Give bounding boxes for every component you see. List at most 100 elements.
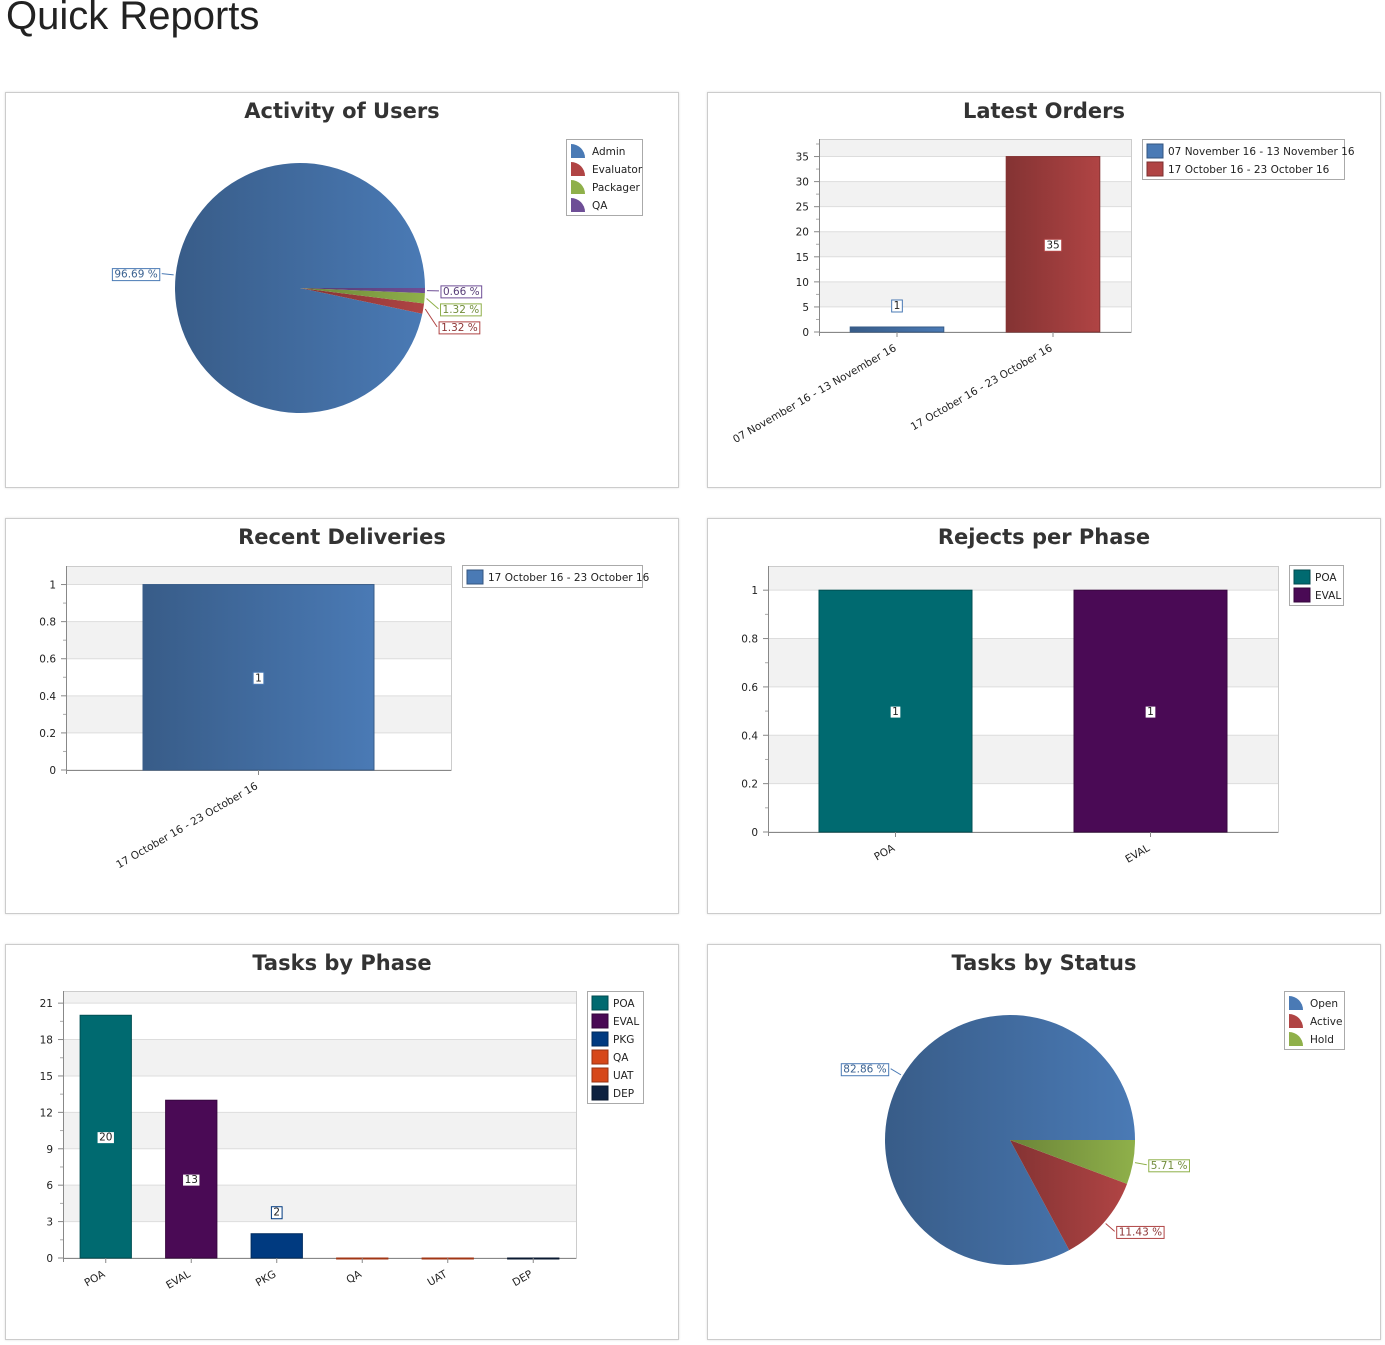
chart-panel: Tasks by Status 82.86 % 11.43 % 5.71 % Open A… [707, 944, 1381, 1340]
data-label-text: 1 [1147, 706, 1154, 718]
x-tick-label: POA [872, 842, 897, 864]
legend-label: Packager [592, 182, 641, 194]
data-label: 0.66 % [440, 285, 483, 299]
grid-band [63, 1003, 576, 1040]
legend-label: Evaluator [592, 164, 643, 176]
chart-panel: Tasks by Phase 0 3 6 9 12 15 18 21 POA 20 EVAL 13 PKG… [5, 944, 679, 1340]
x-tick-label: EVAL [164, 1268, 193, 1292]
x-tick-label: PKG [254, 1268, 278, 1289]
data-label: 20 [96, 1131, 115, 1145]
grid-band [63, 1039, 576, 1076]
data-label-box [440, 285, 483, 299]
x-tick-label: 17 October 16 - 23 October 16 [114, 780, 260, 871]
data-label: 5.71 % [1148, 1159, 1190, 1173]
y-tick-label: 0.4 [741, 730, 758, 742]
leader-line [1105, 1223, 1116, 1232]
data-label: 35 [1043, 238, 1063, 252]
grid-band [63, 991, 576, 1004]
page-title: Quick Reports [6, 0, 260, 38]
legend-swatch [1146, 161, 1164, 177]
chart-svg: 82.86 % 11.43 % 5.71 % Open Active Hold [840, 991, 1345, 1265]
data-label-box [1043, 238, 1063, 252]
legend-label: EVAL [613, 1016, 639, 1028]
grid-band [63, 1075, 576, 1113]
chart-svg: 0 3 6 9 12 15 18 21 POA 20 EVAL 13 PKG 2 QA UAT DEP POA EV… [40, 991, 644, 1292]
chart-svg: 0 5 10 15 20 25 30 35 07 November 16 - 13 Novemb… [731, 139, 1355, 446]
legend-swatch [571, 198, 585, 212]
data-label-box [252, 671, 265, 685]
pie-slice [175, 163, 425, 413]
y-tick-label: 15 [796, 252, 809, 264]
legend-label: Active [1310, 1016, 1342, 1028]
data-label-text: 1.32 % [441, 322, 478, 334]
data-label: 13 [182, 1173, 201, 1187]
leader-line [890, 1068, 902, 1076]
legend-label: 07 November 16 - 13 November 16 [1168, 146, 1355, 158]
data-label-box [889, 705, 902, 719]
legend-label: POA [613, 998, 635, 1010]
data-label-text: 35 [1046, 239, 1059, 251]
grid-band [768, 566, 1278, 591]
chart-title: Rejects per Phase [937, 525, 1151, 549]
y-tick-label: 0.8 [39, 617, 56, 629]
data-label-text: 20 [99, 1132, 112, 1144]
x-tick-label: POA [83, 1268, 108, 1290]
bar [849, 326, 945, 333]
legend-label: 17 October 16 - 23 October 16 [1168, 164, 1330, 176]
pie-slice [300, 288, 425, 294]
pie-slice [300, 288, 425, 314]
legend-swatch [571, 180, 585, 194]
y-tick-label: 9 [46, 1144, 53, 1156]
legend-label: UAT [613, 1070, 634, 1082]
data-label-text: 5.71 % [1151, 1160, 1188, 1172]
y-tick-label: 0.6 [39, 654, 56, 666]
y-tick-label: 0 [46, 1253, 53, 1265]
data-label-box [182, 1173, 201, 1187]
data-label-text: 1 [894, 300, 901, 312]
grid-band [63, 1112, 576, 1149]
data-label-text: 1 [892, 706, 899, 718]
y-tick-label: 0 [49, 765, 56, 777]
legend-label: Open [1310, 998, 1338, 1010]
chart-panel: Activity of Users 96.69 % 1.32 % 1.32 % 0.66… [5, 92, 679, 488]
y-tick-label: 25 [796, 202, 809, 214]
legend-swatch [591, 1067, 609, 1083]
x-tick-label: DEP [511, 1268, 535, 1289]
chart-title: Tasks by Phase [252, 951, 432, 975]
data-label-box [1116, 1225, 1165, 1239]
data-label-box [840, 1063, 890, 1077]
leader-line [424, 308, 438, 328]
leader-line [161, 273, 174, 276]
leader-line [1134, 1162, 1147, 1166]
legend-box [462, 565, 643, 588]
legend-swatch [1293, 569, 1311, 585]
data-label-text: 96.69 % [114, 269, 157, 281]
legend-label: POA [1315, 572, 1337, 584]
x-tick-label: QA [344, 1268, 364, 1287]
y-tick-label: 12 [40, 1107, 53, 1119]
data-label: 2 [270, 1206, 283, 1220]
pie-slice [1010, 1140, 1135, 1184]
grid-band [63, 1148, 576, 1186]
y-tick-label: 0.4 [39, 691, 56, 703]
legend-swatch [1293, 587, 1311, 603]
bar [250, 1233, 303, 1259]
grid-band [819, 139, 1131, 157]
data-label-text: 0.66 % [443, 286, 480, 298]
data-label: 1 [889, 705, 902, 719]
data-label-box [891, 299, 903, 313]
data-label-text: 1 [255, 672, 262, 684]
y-tick-label: 10 [796, 277, 809, 289]
y-tick-label: 0.2 [39, 728, 56, 740]
y-tick-label: 5 [802, 302, 809, 314]
data-label-box [96, 1131, 115, 1145]
y-tick-label: 6 [46, 1180, 53, 1192]
x-tick-label: UAT [426, 1268, 450, 1289]
legend-label: EVAL [1315, 590, 1341, 602]
chart-title: Tasks by Status [951, 951, 1137, 975]
pie-slice [1010, 1140, 1128, 1251]
chart-svg: 0 0.2 0.4 0.6 0.8 1 17 October 16 - 23 October… [39, 565, 650, 871]
data-label: 82.86 % [840, 1063, 890, 1077]
data-label-box [111, 268, 161, 282]
y-tick-label: 21 [40, 998, 53, 1010]
